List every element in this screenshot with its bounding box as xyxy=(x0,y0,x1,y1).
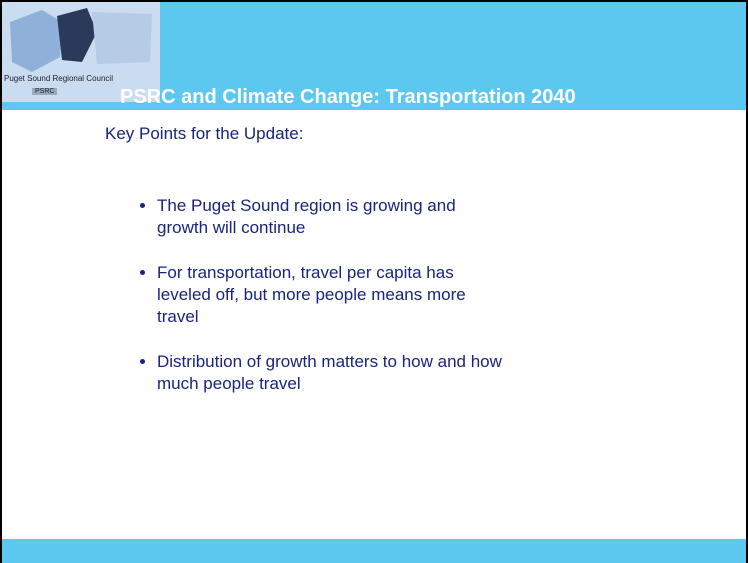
bullet-line: travel xyxy=(157,307,199,326)
header-band: Puget Sound Regional Council PSRC PSRC a… xyxy=(2,2,746,110)
bullet-line: The Puget Sound region is growing and xyxy=(157,196,456,215)
logo-map xyxy=(10,8,152,72)
bullet: For transportation, travel per capita ha… xyxy=(157,262,717,328)
bullet: Distribution of growth matters to how an… xyxy=(157,351,717,395)
bullet-list: The Puget Sound region is growing and gro… xyxy=(117,195,717,418)
footer-band xyxy=(2,539,746,563)
subtitle: Key Points for the Update: xyxy=(105,124,304,143)
bullet: The Puget Sound region is growing and gro… xyxy=(157,195,717,239)
bullet-line: Distribution of growth matters to how an… xyxy=(157,352,502,371)
bullet-line: For transportation, travel per capita ha… xyxy=(157,263,454,282)
title: PSRC and Climate Change: Transportation … xyxy=(120,86,576,108)
logo-text: Puget Sound Regional Council xyxy=(4,74,113,83)
logo: Puget Sound Regional Council PSRC xyxy=(2,2,160,102)
logo-badge: PSRC xyxy=(32,88,58,95)
bullet-line: leveled off, but more people means more xyxy=(157,285,466,304)
bullet-line: much people travel xyxy=(157,374,301,393)
bullet-line: growth will continue xyxy=(157,218,306,237)
